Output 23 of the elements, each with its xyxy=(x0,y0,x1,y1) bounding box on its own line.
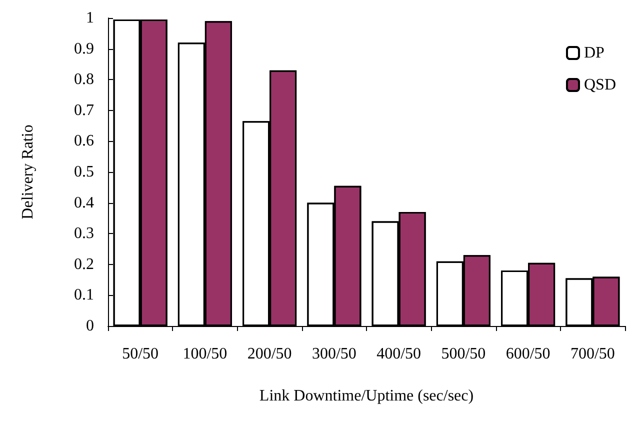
y-tick-label: 0.8 xyxy=(74,71,94,88)
y-tick-label: 0.7 xyxy=(74,102,94,119)
y-tick-label: 0 xyxy=(86,318,94,334)
y-axis-title: Delivery Ratio xyxy=(20,124,36,220)
y-tick-label: 0.5 xyxy=(74,164,94,180)
x-axis-title: Link Downtime/Uptime (sec/sec) xyxy=(259,388,474,404)
y-tick-label: 0.1 xyxy=(74,286,94,304)
x-tick-label: 300/50 xyxy=(312,346,356,362)
y-tick-label: 0.3 xyxy=(74,225,94,242)
x-tick-label: 700/50 xyxy=(570,346,615,362)
y-tick-label: 1 xyxy=(86,10,94,26)
y-tick-label: 0.2 xyxy=(74,256,94,273)
x-tick-label: 200/50 xyxy=(247,346,292,362)
y-tick-label: 0.6 xyxy=(74,132,94,150)
x-tick-label: 500/50 xyxy=(441,346,486,362)
y-tick-label: 0.4 xyxy=(74,194,94,212)
legend-label: QSD xyxy=(584,76,616,94)
x-tick-label: 100/50 xyxy=(182,346,228,362)
x-tick-label: 50/50 xyxy=(122,346,159,362)
x-tick-label: 600/50 xyxy=(506,346,550,362)
y-tick-label: 0.9 xyxy=(74,40,94,58)
x-tick-label: 400/50 xyxy=(376,346,422,362)
legend-label: DP xyxy=(584,44,605,62)
